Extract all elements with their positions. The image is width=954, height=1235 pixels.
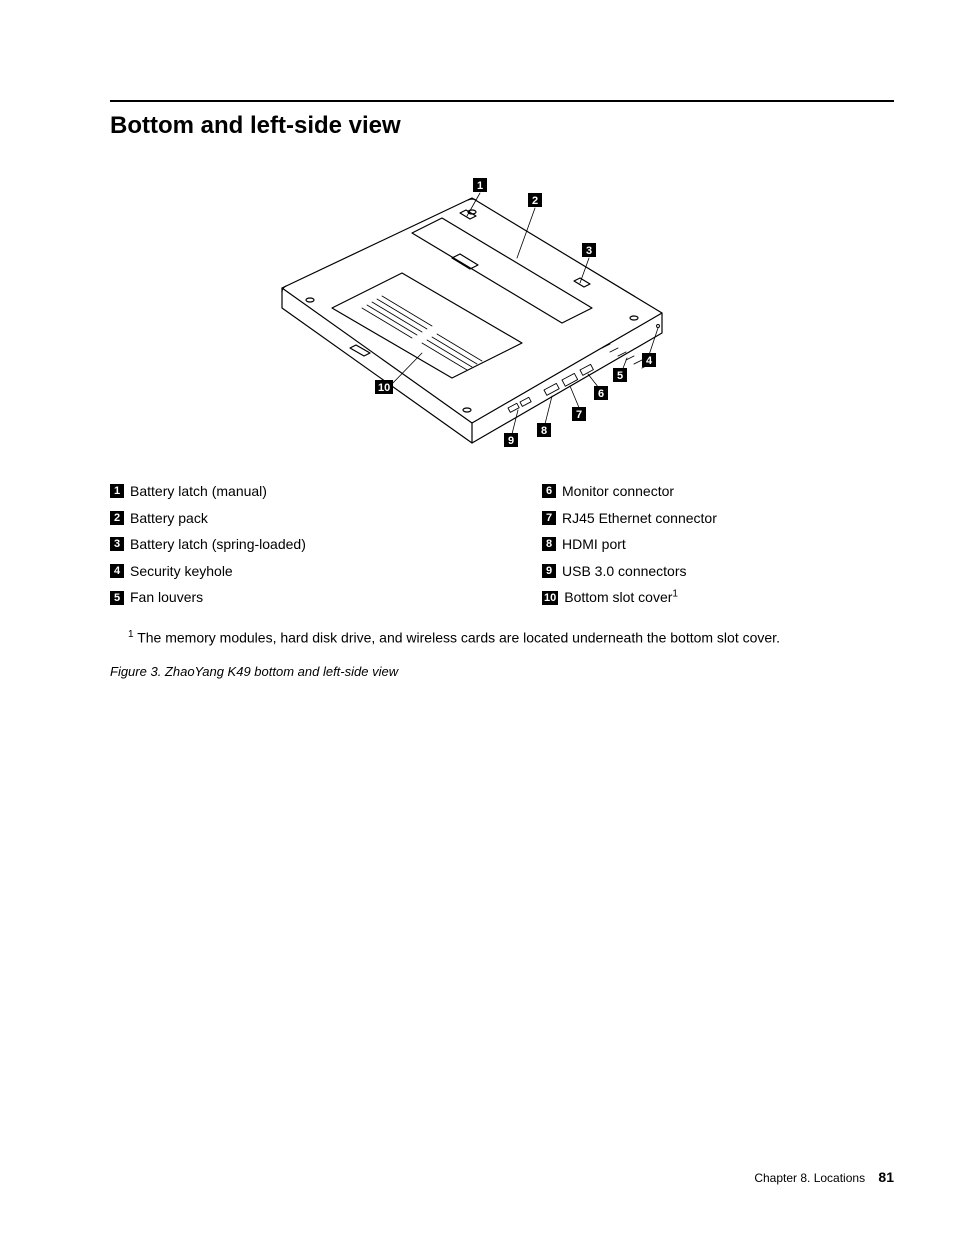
top-rule [110,100,894,102]
legend-label: Monitor connector [562,478,674,505]
footer-page-number: 81 [878,1169,894,1185]
legend-label: USB 3.0 connectors [562,558,687,585]
callout-4: 4 [642,353,656,367]
legend-num: 3 [110,537,124,551]
legend-item: 7 RJ45 Ethernet connector [542,505,894,532]
callout-6: 6 [594,386,608,400]
footer-chapter: Chapter 8. Locations [754,1171,865,1185]
page: Bottom and left-side view [0,0,954,1235]
figure-diagram: 1 2 3 4 5 6 7 8 9 10 [262,158,742,458]
legend-label: Fan louvers [130,584,203,611]
callout-8: 8 [537,423,551,437]
legend-label: RJ45 Ethernet connector [562,505,717,532]
legend-item: 5 Fan louvers [110,584,462,611]
callout-3: 3 [582,243,596,257]
legend-num: 8 [542,537,556,551]
legend-num: 7 [542,511,556,525]
legend-item: 3 Battery latch (spring-loaded) [110,531,462,558]
callout-7: 7 [572,407,586,421]
legend-item: 8 HDMI port [542,531,894,558]
legend-label: Battery pack [130,505,208,532]
legend: 1Battery latch (manual) 2Battery pack 3B… [110,478,894,611]
legend-num: 2 [110,511,124,525]
legend-item: 1 Battery latch (manual) [110,478,462,505]
footnote: 1 The memory modules, hard disk drive, a… [110,629,894,646]
legend-num: 9 [542,564,556,578]
page-footer: Chapter 8. Locations 81 [754,1169,894,1185]
legend-item: 2 Battery pack [110,505,462,532]
callout-10: 10 [375,380,393,394]
legend-item: 10 Bottom slot cover1 [542,584,894,611]
section-heading: Bottom and left-side view [110,112,894,140]
callout-2: 2 [528,193,542,207]
legend-num: 4 [110,564,124,578]
legend-num: 10 [542,591,558,605]
figure-caption: Figure 3. ZhaoYang K49 bottom and left-s… [110,664,894,679]
legend-label: Security keyhole [130,558,233,585]
legend-item: 6 Monitor connector [542,478,894,505]
laptop-bottom-svg [262,158,742,458]
legend-label: Battery latch (spring-loaded) [130,531,306,558]
legend-item: 4 Security keyhole [110,558,462,585]
legend-col-left: 1 Battery latch (manual) 2 Battery pack 3B… [110,478,462,611]
legend-item: 9 USB 3.0 connectors [542,558,894,585]
legend-num: 6 [542,484,556,498]
legend-label: Bottom slot cover1 [564,584,678,611]
legend-label: HDMI port [562,531,626,558]
legend-num: 5 [110,591,124,605]
legend-col-right: 6 Monitor connector 7 RJ45 Ethernet connec… [542,478,894,611]
legend-label: Battery latch (manual) [130,478,267,505]
legend-num: 1 [110,484,124,498]
callout-1: 1 [473,178,487,192]
callout-9: 9 [504,433,518,447]
callout-5: 5 [613,368,627,382]
